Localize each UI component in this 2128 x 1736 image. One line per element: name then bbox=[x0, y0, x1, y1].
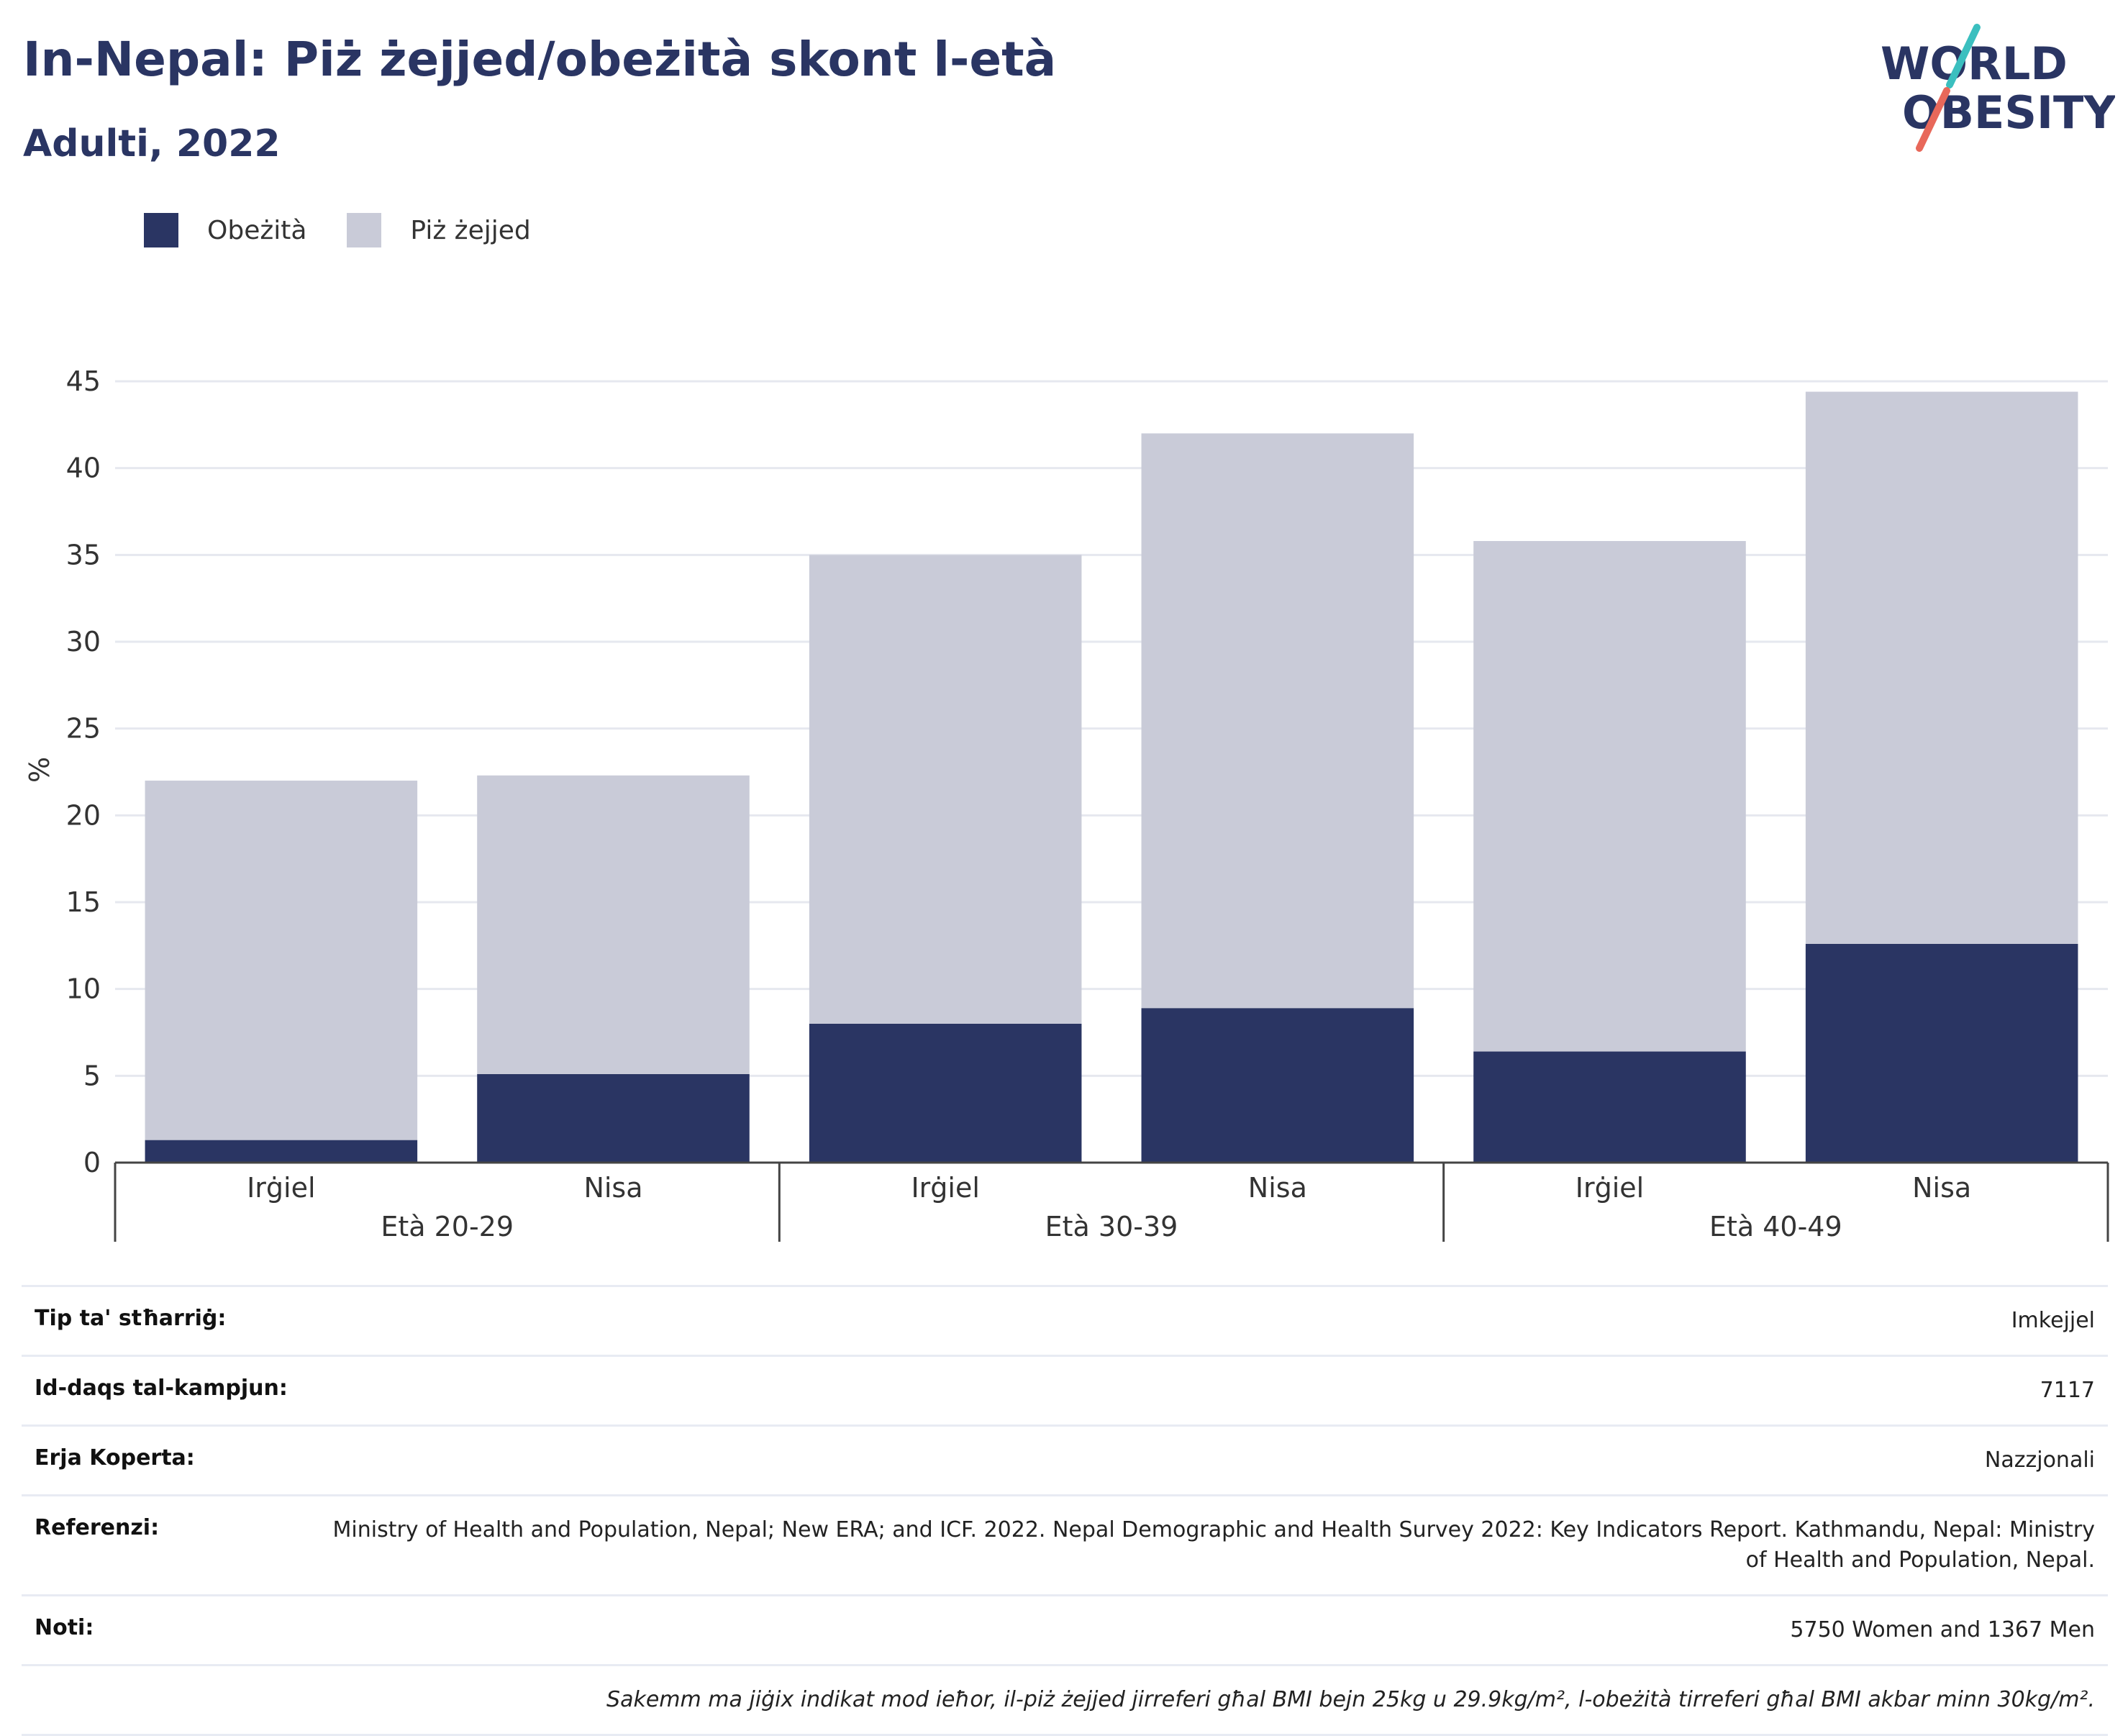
legend-swatch-obesity bbox=[144, 213, 178, 247]
info-value: Ministry of Health and Population, Nepal… bbox=[332, 1517, 2095, 1573]
bar-overweight[interactable] bbox=[477, 775, 750, 1074]
bar-overweight[interactable] bbox=[1805, 391, 2078, 944]
y-tick-label: 25 bbox=[66, 713, 101, 745]
bars bbox=[145, 391, 2078, 1163]
world-obesity-logo: WORLD OBESITY bbox=[1881, 24, 2115, 152]
y-axis-ticks: 0 5 10 15 20 25 30 35 40 45 bbox=[66, 365, 101, 1178]
info-row: Tip ta' stħarriġ: Imkejjel bbox=[22, 1286, 2108, 1356]
info-row: Id-daqs tal-kampjun: 7117 bbox=[22, 1355, 2108, 1426]
info-value: 5750 Women and 1367 Men bbox=[1790, 1617, 2095, 1642]
y-tick-label: 15 bbox=[66, 886, 101, 918]
x-tick-label: Nisa bbox=[1912, 1172, 1971, 1204]
logo-line1: WORLD bbox=[1881, 37, 2068, 90]
bar-obesity[interactable] bbox=[1473, 1051, 1746, 1163]
survey-info-table: Tip ta' stħarriġ: Imkejjel Id-daqs tal-kam… bbox=[22, 1285, 2108, 1736]
x-group-label: Età 20-29 bbox=[381, 1211, 514, 1242]
x-tick-label: Irġiel bbox=[247, 1172, 315, 1204]
legend-label-obesity: Obeżità bbox=[207, 215, 307, 245]
y-tick-label: 35 bbox=[66, 539, 101, 571]
info-key: Id-daqs tal-kampjun: bbox=[35, 1376, 288, 1401]
y-tick-label: 10 bbox=[66, 973, 101, 1005]
bar-overweight[interactable] bbox=[1141, 433, 1414, 1009]
info-row: Sakemm ma jiġix indikat mod ieħor, il-pi… bbox=[22, 1665, 2108, 1735]
info-value: Nazzjonali bbox=[1984, 1448, 2095, 1473]
bar-overweight[interactable] bbox=[809, 555, 1082, 1024]
y-tick-label: 5 bbox=[83, 1060, 101, 1091]
bar-obesity[interactable] bbox=[809, 1023, 1082, 1163]
bar-obesity[interactable] bbox=[1141, 1008, 1414, 1163]
legend-item-overweight[interactable]: Piż żejjed bbox=[347, 213, 531, 247]
info-key: Erja Koperta: bbox=[35, 1445, 195, 1471]
info-value: Imkejjel bbox=[2011, 1308, 2095, 1333]
info-value: Sakemm ma jiġix indikat mod ieħor, il-pi… bbox=[606, 1687, 2095, 1712]
x-group-label: Età 30-39 bbox=[1045, 1211, 1178, 1242]
y-tick-label: 45 bbox=[66, 365, 101, 397]
info-key: Noti: bbox=[35, 1615, 94, 1640]
legend-swatch-overweight bbox=[347, 213, 382, 247]
legend-label-overweight: Piż żejjed bbox=[410, 215, 531, 245]
info-row: Erja Koperta: Nazzjonali bbox=[22, 1425, 2108, 1496]
x-tick-label: Nisa bbox=[1248, 1172, 1307, 1204]
y-axis-label: % bbox=[24, 757, 55, 783]
y-tick-label: 0 bbox=[83, 1147, 101, 1178]
info-key: Referenzi: bbox=[35, 1515, 160, 1540]
y-tick-label: 20 bbox=[66, 799, 101, 831]
info-row: Referenzi: Ministry of Health and Populat… bbox=[22, 1495, 2108, 1596]
y-tick-label: 40 bbox=[66, 453, 101, 484]
chart-legend: Obeżità Piż żejjed bbox=[144, 213, 571, 247]
x-axis: Irġiel Nisa Irġiel Nisa Irġiel Nisa Età 20-29 E… bbox=[114, 1161, 2109, 1242]
x-tick-label: Nisa bbox=[583, 1172, 642, 1204]
page-title: In-Nepal: Piż żejjed/obeżità skont l-età bbox=[23, 32, 1057, 87]
page-subtitle: Adulti, 2022 bbox=[23, 122, 281, 165]
bar-obesity[interactable] bbox=[145, 1140, 418, 1163]
x-tick-label: Irġiel bbox=[1575, 1172, 1644, 1204]
x-group-label: Età 40-49 bbox=[1709, 1211, 1842, 1242]
bar-obesity[interactable] bbox=[1805, 943, 2078, 1163]
bar-overweight[interactable] bbox=[145, 781, 418, 1140]
info-value: 7117 bbox=[2040, 1378, 2095, 1403]
grid-lines bbox=[115, 380, 2108, 1077]
bar-obesity[interactable] bbox=[477, 1073, 750, 1163]
info-key bbox=[22, 1665, 301, 1735]
x-tick-label: Irġiel bbox=[911, 1172, 979, 1204]
legend-item-obesity[interactable]: Obeżità bbox=[144, 213, 306, 247]
info-key: Tip ta' stħarriġ: bbox=[35, 1306, 227, 1331]
info-row: Noti: 5750 Women and 1367 Men bbox=[22, 1595, 2108, 1665]
bar-overweight[interactable] bbox=[1473, 541, 1746, 1052]
y-tick-label: 30 bbox=[66, 626, 101, 658]
